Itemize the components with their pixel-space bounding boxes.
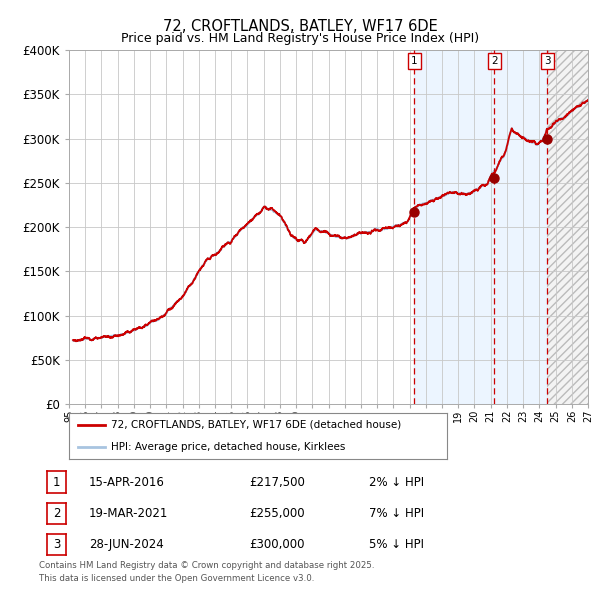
Text: 2: 2 <box>53 507 60 520</box>
Text: £300,000: £300,000 <box>249 538 305 551</box>
Text: 3: 3 <box>544 56 551 65</box>
Bar <box>414 50 547 404</box>
Text: Price paid vs. HM Land Registry's House Price Index (HPI): Price paid vs. HM Land Registry's House … <box>121 32 479 45</box>
Text: This data is licensed under the Open Government Licence v3.0.: This data is licensed under the Open Gov… <box>39 574 314 583</box>
Text: 19-MAR-2021: 19-MAR-2021 <box>89 507 168 520</box>
Text: 1: 1 <box>411 56 418 65</box>
Text: 72, CROFTLANDS, BATLEY, WF17 6DE: 72, CROFTLANDS, BATLEY, WF17 6DE <box>163 19 437 34</box>
Text: 28-JUN-2024: 28-JUN-2024 <box>89 538 164 551</box>
Text: 3: 3 <box>53 538 60 551</box>
Text: 72, CROFTLANDS, BATLEY, WF17 6DE (detached house): 72, CROFTLANDS, BATLEY, WF17 6DE (detach… <box>110 420 401 430</box>
Text: 2% ↓ HPI: 2% ↓ HPI <box>369 476 424 489</box>
Text: 1: 1 <box>53 476 60 489</box>
Text: 15-APR-2016: 15-APR-2016 <box>89 476 164 489</box>
Text: £255,000: £255,000 <box>249 507 305 520</box>
Text: 7% ↓ HPI: 7% ↓ HPI <box>369 507 424 520</box>
Text: 2: 2 <box>491 56 497 65</box>
Bar <box>547 50 588 404</box>
Text: £217,500: £217,500 <box>249 476 305 489</box>
Text: Contains HM Land Registry data © Crown copyright and database right 2025.: Contains HM Land Registry data © Crown c… <box>39 561 374 570</box>
Text: HPI: Average price, detached house, Kirklees: HPI: Average price, detached house, Kirk… <box>110 442 345 452</box>
Bar <box>547 50 588 404</box>
Text: 5% ↓ HPI: 5% ↓ HPI <box>369 538 424 551</box>
